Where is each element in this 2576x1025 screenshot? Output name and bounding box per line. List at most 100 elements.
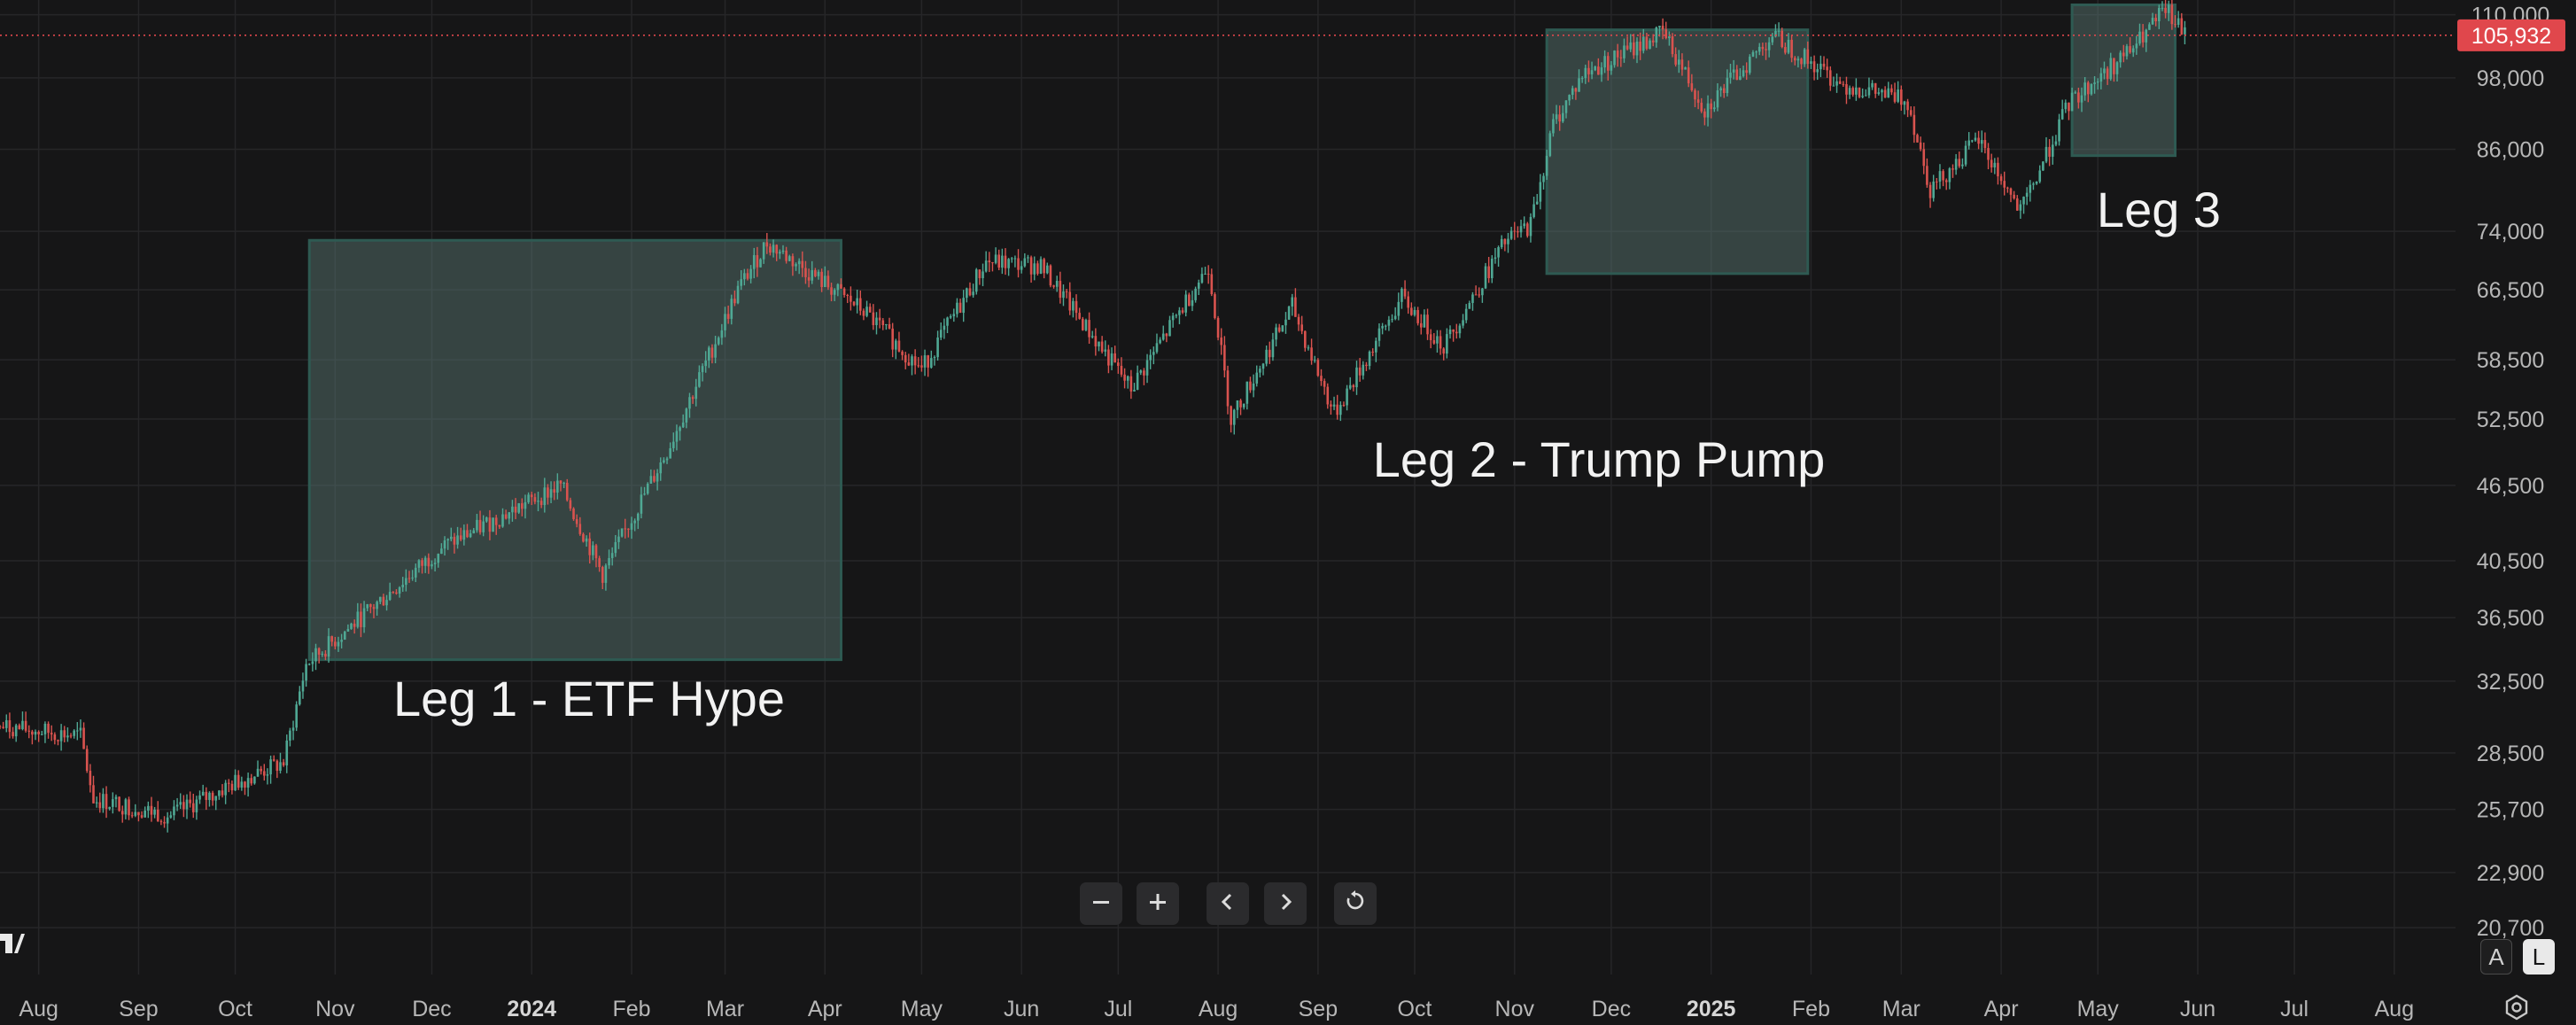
candle-body — [2013, 194, 2015, 198]
candle-body — [214, 796, 218, 801]
x-tick-label: Aug — [1199, 997, 1238, 1021]
candle-body — [37, 732, 40, 734]
y-tick-label: 22,900 — [2477, 861, 2544, 886]
candle-body — [585, 538, 588, 542]
candle-body — [69, 735, 73, 737]
candle-body — [1651, 40, 1655, 43]
candle-body — [1123, 374, 1126, 381]
candle-body — [1129, 376, 1133, 392]
zoom-in-button[interactable] — [1137, 882, 1179, 925]
candle-body — [1832, 85, 1835, 87]
candle-body — [12, 732, 14, 737]
candle-body — [1513, 230, 1517, 232]
candle-body — [2135, 43, 2138, 49]
candle-body — [1523, 223, 1525, 227]
zoom-out-button[interactable] — [1080, 882, 1122, 925]
candle-body — [175, 804, 179, 807]
candle-body — [982, 271, 984, 278]
candle-body — [244, 781, 246, 788]
candle-body — [1903, 101, 1906, 105]
candle-body — [1339, 405, 1342, 415]
candle-body — [124, 799, 128, 815]
candle-body — [2022, 197, 2025, 205]
candle-body — [1059, 281, 1062, 299]
candle-body — [1197, 282, 1200, 289]
x-tick-label: May — [901, 997, 943, 1021]
candle-body — [1828, 70, 1832, 86]
candle-body — [14, 725, 18, 737]
candle-body — [694, 386, 698, 400]
candlestick-series — [0, 0, 2186, 833]
candle-body — [2064, 102, 2068, 110]
candle-body — [1835, 81, 1838, 86]
annotation-box — [307, 238, 842, 662]
candle-body — [1261, 363, 1265, 369]
candle-body — [478, 519, 482, 532]
annotation-label: Leg 1 - ETF Hype — [393, 671, 785, 726]
reset-chart-button[interactable] — [1334, 882, 1377, 925]
candle-body — [1204, 273, 1207, 275]
candle-body — [2145, 29, 2148, 43]
candle-body — [173, 806, 175, 816]
x-tick-label: Sep — [1299, 997, 1338, 1021]
candle-body — [582, 533, 585, 542]
candle-body — [369, 604, 372, 608]
candle-body — [1027, 257, 1029, 259]
candle-body — [1393, 315, 1397, 320]
candle-body — [952, 314, 956, 316]
candle-body — [1487, 266, 1490, 278]
candle-body — [830, 287, 833, 295]
log-scale-button[interactable]: L — [2523, 939, 2555, 975]
candle-body — [2119, 52, 2122, 63]
candle-body — [1639, 41, 1641, 51]
candle-body — [118, 796, 120, 811]
candle-body — [752, 255, 756, 269]
x-tick-label: Mar — [1882, 997, 1920, 1021]
candle-body — [392, 592, 395, 594]
x-tick-label: Oct — [1398, 997, 1432, 1021]
candle-body — [147, 805, 150, 811]
candle-body — [608, 557, 610, 566]
candle-body — [1739, 76, 1742, 81]
candle-body — [1494, 257, 1497, 260]
candle-body — [108, 806, 111, 810]
candle-body — [1713, 107, 1716, 110]
candle-body — [624, 528, 627, 530]
candle-body — [968, 288, 972, 296]
x-tick-label: Nov — [315, 997, 355, 1021]
auto-scale-button[interactable]: A — [2480, 939, 2512, 975]
candle-body — [1977, 137, 1980, 144]
candle-body — [2054, 141, 2058, 145]
candle-body — [1159, 339, 1161, 344]
candle-body — [594, 545, 598, 559]
candle-body — [946, 317, 949, 326]
candle-body — [1641, 36, 1645, 51]
candle-body — [140, 815, 144, 818]
candle-body — [73, 730, 75, 736]
candle-body — [923, 355, 927, 368]
candle-body — [1558, 114, 1561, 122]
gear-icon[interactable] — [2503, 994, 2530, 1021]
candle-body — [1065, 291, 1068, 292]
y-tick-label: 86,000 — [2477, 137, 2544, 162]
candle-body — [842, 288, 846, 296]
candle-body — [324, 653, 327, 657]
annotation-label: Leg 3 — [2097, 182, 2221, 237]
scroll-right-button[interactable] — [1264, 882, 1307, 925]
candle-body — [820, 271, 823, 288]
candle-body — [663, 460, 665, 462]
y-tick-label: 98,000 — [2477, 66, 2544, 91]
scroll-left-button[interactable] — [1207, 882, 1249, 925]
candle-body — [459, 535, 462, 540]
candle-body — [2167, 4, 2170, 13]
candle-body — [1851, 88, 1855, 95]
candle-body — [227, 782, 230, 784]
candle-body — [1671, 36, 1674, 55]
candle-body — [305, 664, 307, 681]
x-tick-label: Aug — [2375, 997, 2414, 1021]
candle-body — [1587, 67, 1590, 74]
candle-body — [858, 298, 862, 311]
candle-body — [1039, 259, 1043, 275]
candle-body — [988, 260, 991, 263]
